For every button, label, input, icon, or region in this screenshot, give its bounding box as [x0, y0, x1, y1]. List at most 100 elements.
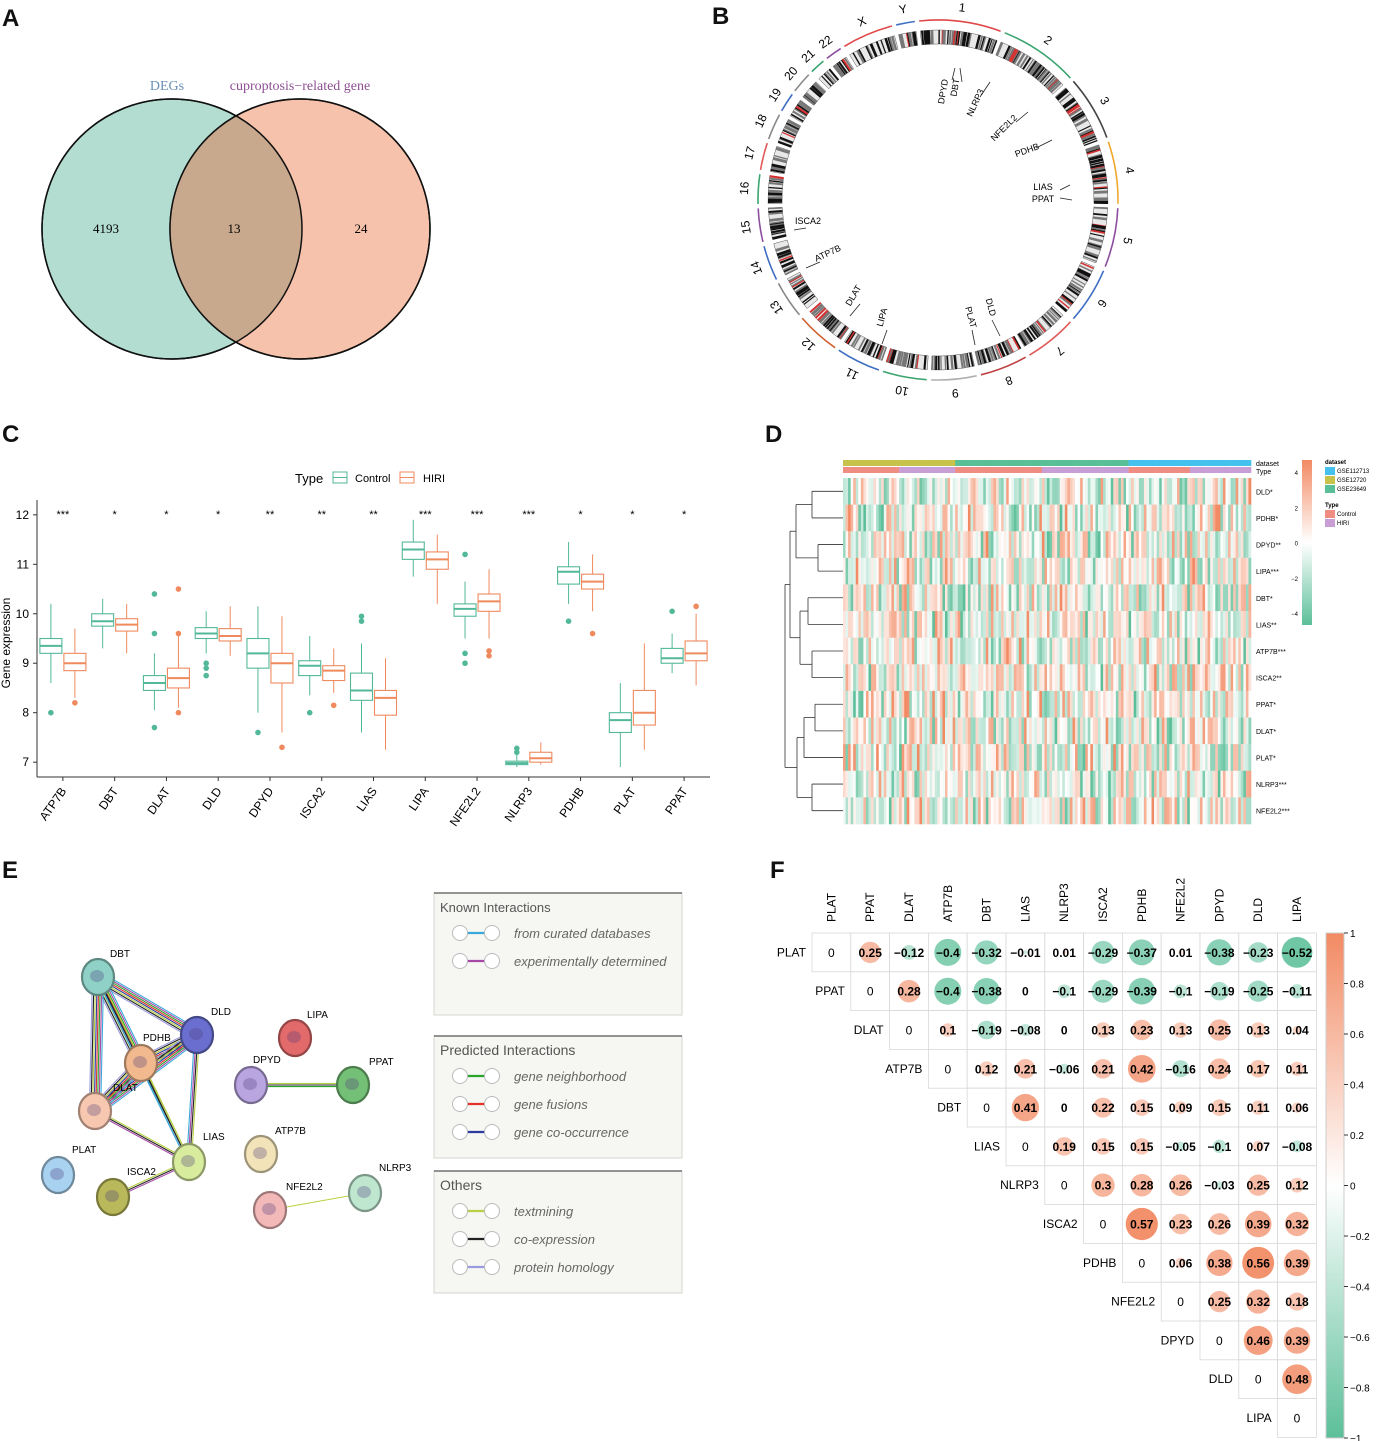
annotation-dataset-cell — [985, 460, 989, 466]
heatmap-cell — [927, 637, 930, 665]
legend-type-swatch — [1325, 519, 1335, 527]
legend-title: Predicted Interactions — [440, 1042, 575, 1058]
cytoband — [1068, 284, 1081, 294]
heatmap-cell — [939, 690, 943, 718]
heatmap-cell — [1013, 797, 1017, 825]
heatmap-cell — [1062, 770, 1066, 798]
heatmap-cell — [1024, 584, 1027, 612]
heatmap-cell — [873, 637, 877, 665]
heatmap-cell — [927, 504, 930, 532]
heatmap-cell — [1103, 664, 1106, 692]
annotation-dataset-cell — [1184, 460, 1188, 466]
heatmap-cell — [970, 611, 974, 638]
heatmap-cell — [906, 584, 910, 612]
heatmap-cell — [1171, 637, 1175, 665]
heatmap-cell — [1138, 584, 1142, 612]
heatmap-cell — [1087, 531, 1091, 559]
heatmap-cell — [881, 611, 885, 638]
heatmap-cell — [1039, 637, 1043, 665]
heatmap-cell — [876, 637, 879, 665]
heatmap-cell — [942, 557, 946, 585]
heatmap-cell — [911, 504, 915, 532]
heatmap-cell — [914, 690, 918, 718]
heatmap-cell — [1164, 504, 1168, 532]
heatmap-cell — [1207, 637, 1211, 665]
heatmap-cell — [1210, 584, 1214, 612]
scale-tick-label: 0 — [1350, 1182, 1356, 1193]
annotation-type-cell — [1126, 467, 1129, 473]
heatmap-cell — [1110, 531, 1114, 559]
heatmap-cell — [1026, 637, 1030, 665]
heatmap-cell — [865, 478, 869, 505]
cytoband — [1083, 139, 1098, 146]
cytoband — [960, 31, 964, 46]
heatmap-cell — [1240, 717, 1244, 745]
heatmap-cell — [1220, 531, 1224, 559]
heatmap-cell — [1075, 797, 1078, 825]
heatmap-cell — [1131, 664, 1134, 692]
annotation-dataset-cell — [950, 460, 953, 466]
heatmap-row-label: NLRP3*** — [1256, 782, 1287, 789]
heatmap-cell — [1008, 584, 1012, 612]
heatmap-cell — [904, 637, 908, 665]
heatmap-cell — [1189, 797, 1193, 825]
cytoband — [1034, 66, 1044, 79]
cytoband — [974, 351, 981, 366]
circos-plot: 12345678910111213141516171819202122XYDPY… — [737, 0, 1137, 400]
heatmap-cell — [1194, 664, 1198, 692]
cytoband — [888, 349, 895, 364]
heatmap-cell — [1243, 504, 1247, 532]
cytoband — [877, 345, 885, 360]
column-header: ATP7B — [941, 885, 955, 922]
annotation-dataset-cell — [886, 460, 890, 466]
heatmap-cell — [1159, 478, 1163, 505]
heatmap-cell — [858, 611, 862, 638]
heatmap-cell — [1047, 504, 1050, 532]
heatmap-cell — [970, 797, 974, 825]
heatmap-cell — [916, 584, 920, 612]
network-edge — [88, 976, 93, 1111]
cytoband — [788, 273, 802, 283]
heatmap-cell — [1021, 637, 1025, 665]
heatmap-cell — [1238, 637, 1242, 665]
heatmap-cell — [1047, 717, 1050, 745]
heatmap-cell — [1222, 478, 1226, 505]
heatmap-row-label: DLAT* — [1256, 729, 1276, 736]
annotation-type-cell — [1143, 467, 1147, 473]
heatmap-cell — [888, 744, 892, 772]
heatmap-cell — [1141, 690, 1145, 718]
heatmap-cell — [886, 478, 890, 505]
heatmap-cell — [1006, 557, 1010, 585]
heatmap-cell — [896, 797, 900, 825]
heatmap-cell — [850, 531, 854, 559]
annotation-dataset-cell — [1105, 460, 1109, 466]
cytoband — [923, 355, 927, 370]
correlation-value: −0.29 — [1088, 946, 1119, 960]
annotation-type-cell — [965, 467, 969, 473]
heatmap-cell — [1177, 504, 1180, 532]
heatmap-cell — [1156, 637, 1160, 665]
heatmap-cell — [1072, 557, 1076, 585]
cytoband — [1089, 236, 1104, 242]
correlation-circle — [1175, 1141, 1186, 1152]
annotation-dataset-cell — [962, 460, 966, 466]
cytoband — [948, 30, 952, 45]
heatmap-cell — [881, 637, 885, 665]
heatmap-cell — [891, 690, 895, 718]
heatmap-cell — [1228, 504, 1231, 532]
network-node-label: PLAT — [72, 1145, 96, 1156]
heatmap-cell — [1174, 690, 1178, 718]
heatmap-cell — [850, 690, 854, 718]
heatmap-cell — [1215, 584, 1219, 612]
heatmap-row-label: DLD* — [1256, 489, 1273, 496]
heatmap-cell — [1194, 478, 1198, 505]
cytoband — [953, 355, 958, 370]
cytoband — [773, 156, 788, 162]
heatmap-cell — [1184, 531, 1188, 559]
heatmap-cell — [843, 531, 846, 559]
heatmap-cell — [1090, 770, 1094, 798]
heatmap-cell — [960, 744, 964, 772]
column-header: DBT — [980, 897, 994, 922]
cytoband — [959, 354, 964, 369]
heatmap-cell — [911, 557, 915, 585]
